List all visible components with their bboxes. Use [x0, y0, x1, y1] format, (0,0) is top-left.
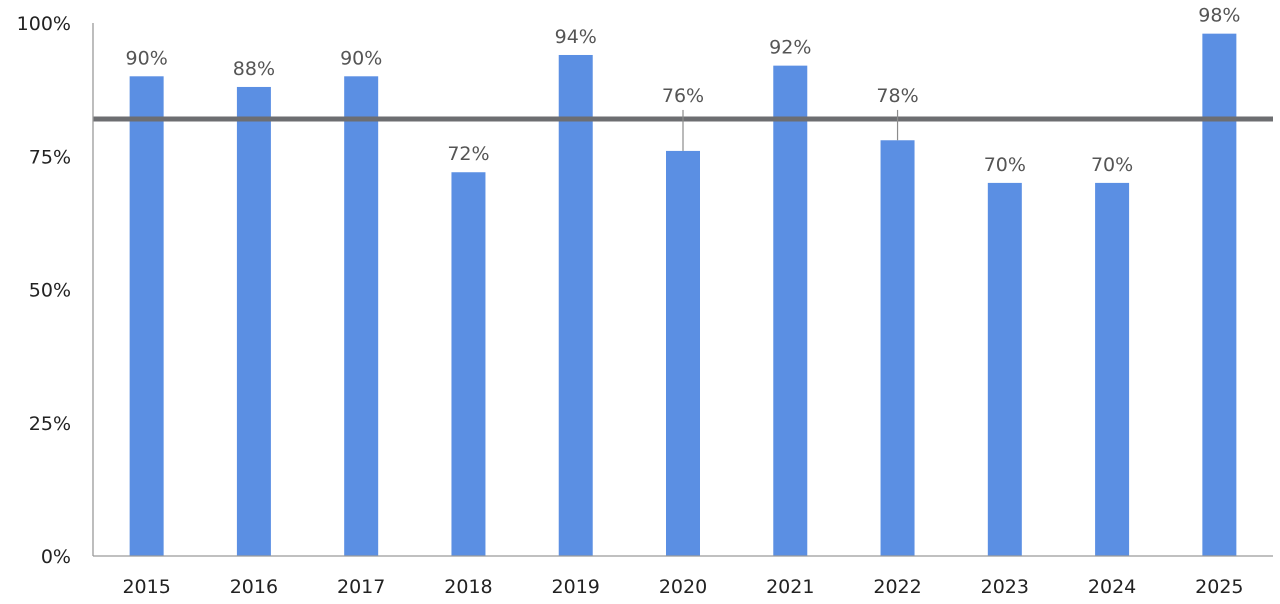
data-label: 70%	[984, 154, 1026, 176]
bar-2022	[880, 140, 915, 556]
bar-2015	[129, 76, 164, 557]
bar-2018	[451, 172, 486, 557]
x-tick-label: 2015	[122, 576, 170, 598]
x-tick-label: 2018	[444, 576, 492, 598]
x-tick-label: 2019	[552, 576, 600, 598]
data-label: 90%	[340, 47, 382, 69]
bar-2016	[236, 86, 271, 557]
y-tick-label: 75%	[29, 146, 71, 168]
data-label: 76%	[662, 85, 704, 107]
data-label: 94%	[555, 26, 597, 48]
y-tick-label: 100%	[17, 13, 71, 35]
data-label: 70%	[1091, 154, 1133, 176]
x-tick-label: 2024	[1088, 576, 1136, 598]
data-label: 90%	[126, 47, 168, 69]
data-label: 98%	[1198, 5, 1240, 27]
bar-2021	[773, 65, 808, 556]
y-tick-label: 25%	[29, 413, 71, 435]
x-tick-label: 2017	[337, 576, 385, 598]
x-tick-label: 2016	[230, 576, 278, 598]
bar-2024	[1095, 182, 1130, 556]
data-labels: 90% 88% 90% 72% 94% 76% 92% 78% 70% 70% 98%	[126, 5, 1241, 176]
bar-2017	[344, 76, 379, 557]
x-tick-label: 2021	[766, 576, 814, 598]
x-tick-label: 2022	[873, 576, 921, 598]
y-tick-label: 0%	[41, 546, 71, 568]
data-label-leaders	[682, 109, 899, 151]
bar-2025	[1202, 33, 1237, 557]
x-axis-tick-labels: 2015 2016 2017 2018 2019 2020 2021 2022 2023 2024…	[122, 576, 1243, 598]
data-label: 92%	[769, 37, 811, 59]
data-label: 72%	[447, 143, 489, 165]
bars	[129, 33, 1237, 557]
bar-2020	[666, 150, 700, 557]
axes	[92, 23, 1273, 557]
bar-2019	[558, 54, 593, 556]
x-tick-label: 2025	[1195, 576, 1243, 598]
data-label: 88%	[233, 58, 275, 80]
y-axis-tick-labels: 0% 25% 50% 75% 100%	[17, 13, 71, 568]
data-label: 78%	[876, 85, 918, 107]
y-tick-label: 50%	[29, 280, 71, 302]
x-tick-label: 2020	[659, 576, 707, 598]
x-tick-label: 2023	[981, 576, 1029, 598]
bar-2023	[987, 182, 1022, 556]
